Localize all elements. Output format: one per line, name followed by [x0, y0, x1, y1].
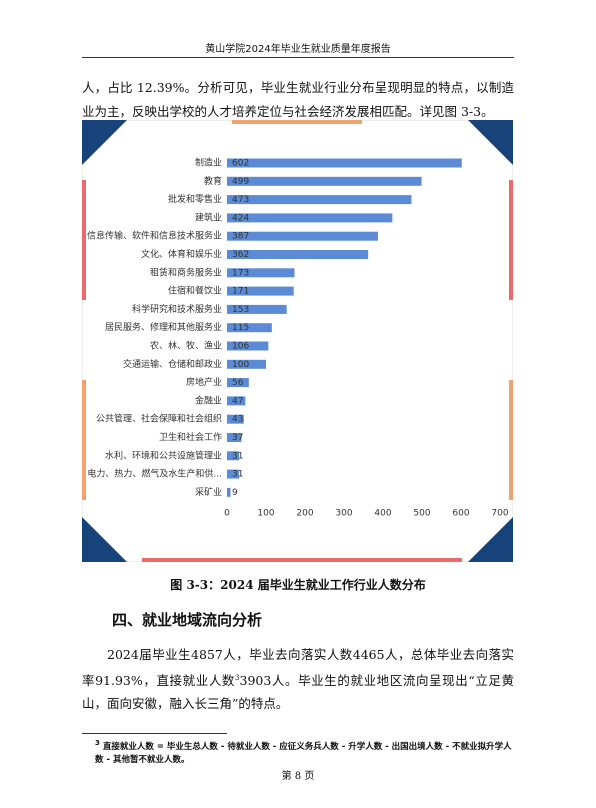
x-tick-label: 600 — [452, 509, 469, 519]
bar — [227, 323, 272, 333]
data-label: 115 — [232, 323, 249, 333]
bar — [227, 268, 295, 278]
decor — [232, 120, 362, 124]
x-tick-label: 100 — [257, 509, 274, 519]
data-label: 106 — [232, 342, 249, 352]
paragraph: 2024届毕业生4857人，毕业去向落实人数4465人，总体毕业去向落实率91.… — [82, 643, 514, 716]
y-tick-label: 科学研究和技术服务业 — [132, 303, 222, 315]
data-label: 153 — [232, 305, 249, 315]
section-heading: 四、就业地域流向分析 — [112, 611, 263, 629]
y-tick-label: 住宿和餐饮业 — [168, 285, 222, 297]
y-tick-label: 租赁和商务服务业 — [150, 266, 222, 278]
data-label: 362 — [232, 250, 249, 260]
data-label: 37 — [232, 433, 243, 443]
data-label: 602 — [232, 159, 249, 169]
data-label: 43 — [232, 415, 243, 425]
y-tick-label: 文化、体育和娱乐业 — [141, 248, 222, 260]
x-tick-label: 700 — [491, 509, 508, 519]
page-number: 第 8 页 — [281, 771, 315, 782]
bar — [227, 396, 246, 406]
decor — [82, 180, 86, 300]
bar — [227, 378, 249, 388]
y-tick-label: 公共管理、社会保障和社会组织 — [96, 413, 222, 425]
data-label: 31 — [232, 470, 243, 480]
x-tick-label: 400 — [374, 509, 391, 519]
decor — [82, 380, 86, 500]
data-label: 173 — [232, 268, 249, 278]
paragraph: 人，占比 12.39%。分析可见，毕业生就业行业分布呈现明显的特点，以制造业为主… — [82, 80, 514, 119]
x-tick-label: 200 — [296, 509, 313, 519]
y-tick-label: 制造业 — [195, 157, 222, 169]
bar — [227, 304, 287, 314]
bar — [227, 414, 244, 424]
x-tick-label: 300 — [335, 509, 352, 519]
chart: 0 100 200 300 400 500 600 700 制造业 602 教育 499 批发和零售业 4… — [82, 120, 513, 562]
y-tick-label: 建筑业 — [195, 211, 222, 223]
data-label: 56 — [232, 378, 244, 388]
y-tick-label: 水利、环境和公共设施管理业 — [105, 449, 222, 461]
y-tick-label: 采矿业 — [195, 486, 222, 498]
y-tick-label: 信息传输、软件和信息技术服务业 — [87, 230, 222, 242]
y-tick-label: 金融业 — [195, 394, 222, 406]
y-tick-label: 卫生和社会工作 — [159, 431, 222, 443]
footnote-ref: 3 — [235, 673, 240, 682]
bar — [227, 451, 240, 461]
decor — [509, 180, 513, 300]
bar — [227, 359, 266, 369]
decor — [468, 120, 513, 165]
bar — [227, 286, 294, 296]
decor — [468, 517, 513, 562]
data-label: 47 — [232, 396, 243, 406]
header-rule — [82, 57, 514, 58]
footnote: 3 直接就业人数 = 毕业生总人数 - 待就业人数 - 应征义务兵人数 - 升学… — [95, 737, 515, 767]
text: 2024届毕业生4857人，毕业去向落实人数4465人，总体毕业去向落实率91.… — [82, 647, 514, 688]
data-label: 387 — [232, 232, 249, 242]
decor — [82, 517, 127, 562]
data-label: 424 — [232, 213, 249, 223]
y-tick-label: 电力、热力、燃气及水生产和供... — [87, 468, 222, 480]
data-label: 499 — [232, 177, 249, 187]
data-label: 100 — [232, 360, 249, 370]
chart-frame — [82, 120, 513, 562]
data-label: 171 — [232, 287, 249, 297]
data-label: 31 — [232, 451, 243, 461]
footnote-text: 直接就业人数 = 毕业生总人数 - 待就业人数 - 应征义务兵人数 - 升学人数… — [95, 741, 512, 765]
footnote-rule — [82, 733, 227, 734]
data-label: 473 — [232, 195, 249, 205]
decor — [82, 120, 127, 165]
bar — [227, 213, 393, 223]
decor — [142, 558, 462, 562]
x-tick-label: 0 — [224, 509, 230, 519]
bar — [227, 231, 378, 241]
y-tick-label: 批发和零售业 — [168, 193, 222, 205]
y-tick-label: 农、林、牧、渔业 — [150, 340, 222, 352]
bar — [227, 433, 242, 442]
x-tick-label: 500 — [413, 509, 430, 519]
bar — [227, 195, 412, 205]
y-tick-label: 交通运输、仓储和邮政业 — [123, 358, 222, 370]
decor — [509, 380, 513, 500]
footnote-mark: 3 — [95, 739, 100, 747]
y-tick-label: 房地产业 — [186, 376, 222, 388]
figure-caption: 图 3-3：2024 届毕业生就业工作行业人数分布 — [170, 578, 426, 592]
bar — [227, 487, 231, 497]
bar — [227, 176, 422, 186]
bar — [227, 158, 462, 168]
y-tick-label: 居民服务、修理和其他服务业 — [105, 321, 222, 333]
bar — [227, 341, 269, 351]
bar — [227, 469, 240, 479]
data-label: 9 — [232, 488, 238, 498]
header-title: 黄山学院2024年毕业生就业质量年度报告 — [205, 44, 391, 55]
text: 3903人。毕业生的就业地区流向呈现出“立足黄山，面向安徽，融入长三角”的特点。 — [82, 672, 515, 712]
y-tick-label: 教育 — [204, 175, 222, 187]
bar — [227, 250, 369, 259]
